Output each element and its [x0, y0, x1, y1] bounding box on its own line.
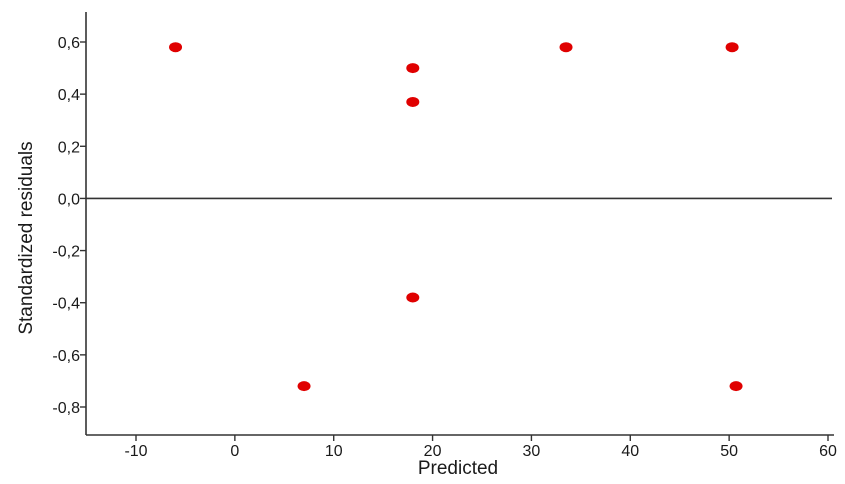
y-tick-label: -0,4 — [52, 296, 80, 313]
data-point — [169, 42, 183, 53]
x-axis-label: Predicted — [418, 458, 498, 479]
x-tick-label: 60 — [819, 443, 837, 460]
x-ticks: -10 0 10 20 30 40 50 60 — [124, 435, 837, 460]
y-tick-label: -0,8 — [52, 400, 80, 417]
data-point — [725, 42, 739, 53]
x-tick-label: 30 — [523, 443, 541, 460]
x-tick-label: 50 — [720, 443, 738, 460]
data-point — [406, 96, 420, 107]
data-point — [729, 381, 743, 392]
x-tick-label: 20 — [424, 443, 442, 460]
y-axis-label: Standardized residuals — [16, 141, 37, 334]
y-tick-label: 0,2 — [58, 139, 80, 156]
data-point — [406, 63, 420, 74]
data-point — [297, 381, 311, 392]
data-points — [169, 42, 743, 392]
data-point — [559, 42, 573, 53]
y-ticks: 0,6 0,4 0,2 0,0 -0,2 -0,4 -0,6 -0,8 — [52, 35, 86, 417]
axes — [85, 12, 834, 436]
y-tick-label: 0,0 — [58, 191, 80, 208]
x-tick-label: -10 — [124, 443, 147, 460]
x-tick-label: 0 — [230, 443, 239, 460]
data-point — [406, 292, 420, 303]
y-tick-label: 0,6 — [58, 35, 80, 52]
y-tick-label: 0,4 — [58, 87, 80, 104]
x-tick-label: 10 — [325, 443, 343, 460]
x-tick-label: 40 — [621, 443, 639, 460]
y-tick-label: -0,2 — [52, 244, 80, 261]
y-tick-label: -0,6 — [52, 348, 80, 365]
